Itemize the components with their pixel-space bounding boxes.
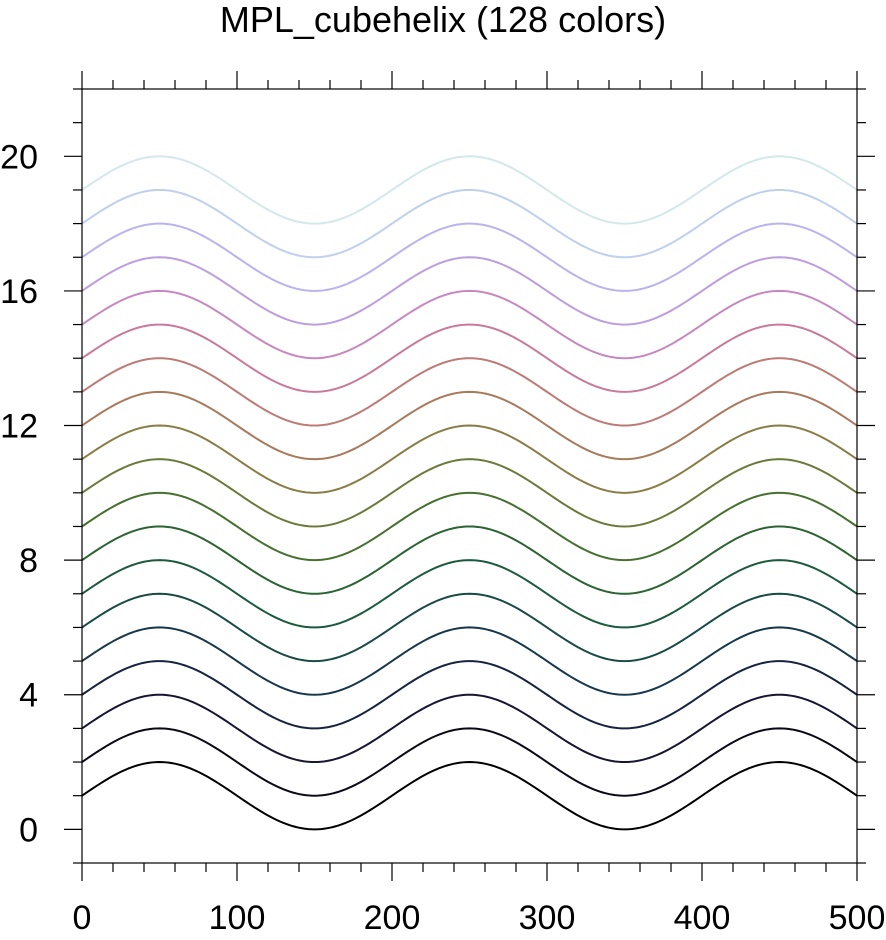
series-line-14 (81, 323, 858, 393)
x-tick-label: 100 (209, 899, 266, 935)
series-line-13 (81, 357, 858, 427)
y-tick-label: 20 (0, 138, 38, 176)
x-tick-label: 200 (364, 899, 421, 935)
series-line-5 (81, 626, 858, 696)
series-line-17 (81, 222, 858, 292)
series-layer (81, 155, 858, 831)
series-line-15 (81, 289, 858, 360)
chart-title: MPL_cubehelix (128 colors) (219, 0, 667, 40)
series-line-11 (81, 424, 858, 494)
y-tick-label: 12 (0, 408, 38, 446)
series-line-4 (81, 660, 858, 730)
x-tick-label: 0 (73, 899, 92, 935)
x-tick-label: 500 (829, 899, 886, 935)
plot-frame (81, 88, 858, 864)
series-line-7 (81, 559, 858, 629)
y-tick-label: 0 (19, 811, 38, 849)
series-line-8 (81, 525, 858, 595)
series-line-19 (81, 155, 858, 225)
series-line-12 (81, 390, 858, 461)
series-line-2 (81, 727, 858, 797)
series-line-6 (81, 592, 858, 663)
x-tick-label: 300 (519, 899, 576, 935)
y-tick-label: 4 (19, 677, 38, 715)
axes-layer: 0 100 200 300 400 500 0 4 8 12 16 20 (0, 71, 886, 937)
series-line-9 (81, 491, 858, 562)
series-line-1 (81, 761, 858, 831)
series-line-16 (81, 256, 858, 326)
y-tick-label: 8 (19, 542, 38, 580)
y-tick-label: 16 (0, 273, 38, 311)
series-line-10 (81, 458, 858, 528)
series-line-18 (81, 188, 858, 259)
x-tick-label: 400 (674, 899, 731, 935)
series-line-3 (81, 693, 858, 764)
